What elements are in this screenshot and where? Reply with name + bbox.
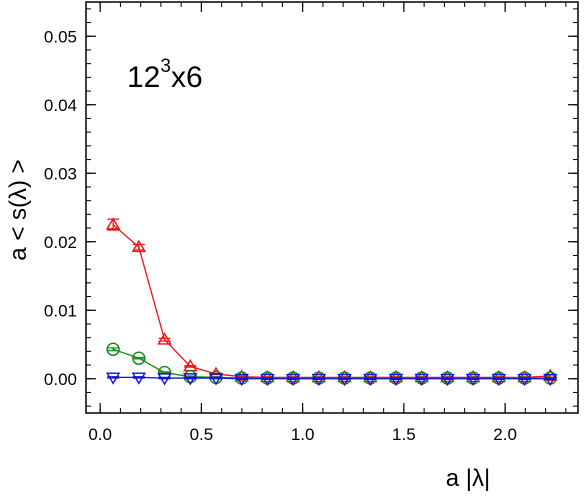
data-point-triangle-up <box>491 369 507 383</box>
x-tick-label: 0.0 <box>88 425 112 444</box>
data-point-triangle-down <box>234 373 249 387</box>
data-point-triangle-down <box>131 372 147 385</box>
data-point-triangle-down <box>311 373 327 387</box>
data-point-triangle-up <box>131 239 147 253</box>
data-point-triangle-up <box>260 369 275 383</box>
data-point-triangle-up <box>517 369 532 383</box>
data-point-triangle-up <box>388 369 404 383</box>
plot-area <box>85 1 579 414</box>
y-axis-title: a < s(λ) > <box>5 159 32 260</box>
data-point-triangle-down <box>491 373 507 387</box>
data-point-triangle-up <box>440 369 455 383</box>
y-tick-label: 0.05 <box>44 27 77 46</box>
series-layer <box>105 217 558 387</box>
data-point-triangle-down <box>543 373 558 387</box>
data-point-triangle-down <box>414 373 429 387</box>
data-point-triangle-down <box>105 372 121 385</box>
y-tick-label: 0.01 <box>44 301 77 320</box>
data-point-triangle-up <box>311 369 327 383</box>
annotation-suffix: x6 <box>171 61 203 94</box>
data-point-triangle-up <box>105 217 121 230</box>
data-point-triangle-up <box>337 369 352 383</box>
x-axis-title: a |λ| <box>446 465 490 492</box>
data-point-triangle-up <box>157 332 172 345</box>
x-tick-label: 2.0 <box>493 425 517 444</box>
y-tick-label: 0.03 <box>44 164 77 183</box>
data-point-circle <box>132 351 146 365</box>
series-1 <box>105 217 558 383</box>
data-point-triangle-down <box>517 373 532 387</box>
data-point-triangle-down <box>465 373 481 387</box>
lattice-size-annotation: 123x6 <box>127 56 203 94</box>
data-point-triangle-down <box>285 373 301 387</box>
data-point-triangle-up <box>363 369 378 383</box>
data-point-triangle-up <box>414 369 429 383</box>
data-point-triangle-down <box>260 373 275 387</box>
data-point-triangle-down <box>440 373 455 387</box>
series-3 <box>105 372 558 387</box>
data-point-triangle-down <box>363 373 378 387</box>
data-point-triangle-up <box>234 369 249 382</box>
series-line <box>112 224 551 379</box>
x-tick-label: 1.5 <box>392 425 416 444</box>
data-point-triangle-down <box>157 373 172 386</box>
data-point-triangle-down <box>388 373 404 387</box>
axes-layer: 0.0 0.5 1.0 1.5 2.0 0.00 0.01 0.02 0.03 0.04 0.05 <box>44 2 578 444</box>
y-tick-label: 0.04 <box>44 96 77 115</box>
data-point-triangle-down <box>208 373 224 386</box>
x-tick-label: 0.5 <box>190 425 214 444</box>
data-point-triangle-up <box>285 369 301 383</box>
annotation-base: 12 <box>127 61 160 94</box>
data-point-triangle-up <box>465 369 481 383</box>
y-tick-label: 0.02 <box>44 233 77 252</box>
plot-frame <box>85 1 579 414</box>
annotation-exponent: 3 <box>160 56 171 77</box>
y-tick-label: 0.00 <box>44 370 77 389</box>
x-tick-label: 1.0 <box>291 425 315 444</box>
data-point-triangle-down <box>183 373 198 386</box>
data-point-triangle-down <box>337 373 352 387</box>
data-point-circle <box>106 342 120 356</box>
